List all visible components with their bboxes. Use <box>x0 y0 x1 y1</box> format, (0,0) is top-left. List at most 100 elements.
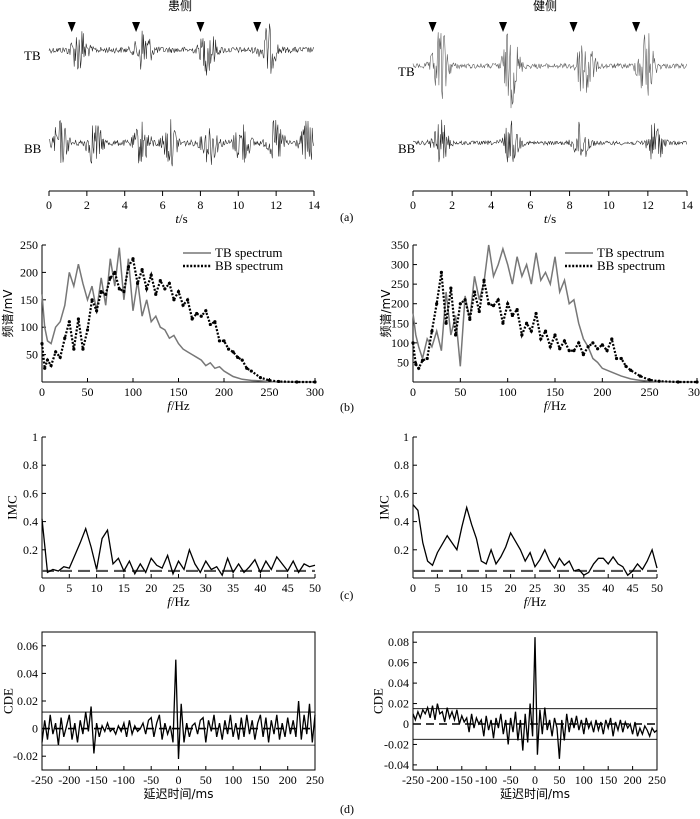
b-left-series-point-1 <box>95 309 99 313</box>
c-right-x-tick-label: 15 <box>480 581 492 595</box>
b-right-series-point-1 <box>463 298 467 302</box>
b-left-series-point-1 <box>72 347 76 351</box>
panel-label-d: (d) <box>340 802 354 816</box>
c-right-y-tick-label: 0.2 <box>394 543 409 557</box>
b-left-series-point-1 <box>245 366 249 370</box>
b-left-y-tick-label: 200 <box>20 265 38 279</box>
b-left-series-point-1 <box>140 268 144 272</box>
d-right-x-tick-label: 200 <box>624 773 642 787</box>
b-right-series-point-1 <box>496 298 500 302</box>
b-right-series-point-1 <box>695 380 699 384</box>
b-right-series-point-1 <box>619 356 623 361</box>
b-left-legend-label: BB spectrum <box>215 258 283 273</box>
c-right-y-tick-label: 0.6 <box>394 486 409 500</box>
d-right-y-tick-label: 0.04 <box>388 676 409 690</box>
b-right-series-point-1 <box>596 347 600 351</box>
b-left-series-point-1 <box>172 298 176 302</box>
b-left-legend-label: TB spectrum <box>215 245 283 260</box>
c-left-xlabel: f/Hz <box>167 594 190 609</box>
a-right-x-tick-label: 12 <box>642 198 654 212</box>
b-right-series-point-1 <box>558 347 562 351</box>
a-left-x-tick-label: 0 <box>46 198 52 212</box>
b-left-series-point-1 <box>158 279 162 283</box>
b-left-series-point-1 <box>99 289 103 294</box>
b-right-series-point-1 <box>420 358 425 363</box>
b-left-y-tick-label: 250 <box>20 238 38 252</box>
b-right-series-point-1 <box>648 378 652 382</box>
b-right-series-point-1 <box>638 374 642 378</box>
b-right-series-point-1 <box>657 379 661 383</box>
c-right-xlabel: f/Hz <box>524 594 547 609</box>
c-right-y-tick-label: 0.4 <box>394 515 409 529</box>
a-left-x-tick-label: 8 <box>197 198 203 212</box>
b-left-ylabel: 频谱/mV <box>1 289 15 338</box>
b-left-series-point-1 <box>190 317 194 321</box>
a-right-title: 健侧 <box>533 0 557 13</box>
b-right-series-point-1 <box>472 290 477 294</box>
c-right-x-tick-label: 45 <box>627 581 639 595</box>
d-left-series-line-0 <box>41 659 316 760</box>
c-right-y-tick-label: 1 <box>403 430 409 444</box>
b-left-xlabel: f/Hz <box>167 398 190 413</box>
b-left-series-point-1 <box>226 347 231 351</box>
b-left-series-point-1 <box>199 314 203 318</box>
c-right-group: 0 5 10 15 20 25 30 35 40 45 50 0.2 0.4 0.6 0.8 1 f/Hz IMC <box>377 430 663 609</box>
b-left-series-point-1 <box>176 289 181 294</box>
c-right-x-tick-label: 40 <box>602 581 614 595</box>
b-left-series-point-1 <box>277 379 281 384</box>
b-right-series-point-1 <box>591 341 595 345</box>
b-right-series-point-1 <box>610 337 614 341</box>
b-right-y-tick-label: 50 <box>397 355 409 369</box>
a-right-stimulus-marker <box>428 22 437 32</box>
d-left-x-tick-label: 50 <box>200 773 212 787</box>
d-right-x-tick-label: 50 <box>553 773 565 787</box>
b-left-series-point-1 <box>113 270 117 274</box>
b-right-series-line-0 <box>412 244 697 383</box>
c-left-x-tick-label: 0 <box>39 581 45 595</box>
b-left-series-point-1 <box>135 281 140 285</box>
b-left-series-point-1 <box>167 281 171 285</box>
b-left-series-point-1 <box>154 292 158 296</box>
a-left-stimulus-marker <box>253 22 262 32</box>
a-left-channel-label-TB: TB <box>24 48 41 63</box>
b-right-x-tick-label: 50 <box>454 385 466 399</box>
d-right-x-tick-label: -250 <box>402 773 424 787</box>
b-right-y-tick-label: 200 <box>391 297 409 311</box>
b-right-series-point-1 <box>501 321 505 325</box>
b-right-legend-label: TB spectrum <box>597 245 665 260</box>
b-right-series-point-1 <box>515 307 519 312</box>
a-right-x-tick-label: 8 <box>567 198 573 212</box>
b-right-y-tick-label: 100 <box>391 336 409 350</box>
b-right-series-point-1 <box>529 329 533 333</box>
b-left-series-point-1 <box>85 328 90 332</box>
c-left-x-tick-label: 30 <box>200 581 212 595</box>
c-right-x-tick-label: 10 <box>456 581 468 595</box>
d-right-x-tick-label: 250 <box>648 773 666 787</box>
b-left-x-tick-label: 100 <box>124 385 142 399</box>
b-right-series-point-1 <box>506 302 510 306</box>
d-left-x-tick-label: 200 <box>279 773 297 787</box>
b-left-x-tick-label: 50 <box>82 385 94 399</box>
d-right-x-tick-label: 100 <box>575 773 593 787</box>
b-left-series-point-1 <box>90 298 94 302</box>
b-left-series-point-1 <box>222 339 226 343</box>
b-right-y-tick-label: 350 <box>391 238 409 252</box>
c-right-x-tick-label: 0 <box>410 581 416 595</box>
b-right-series-point-1 <box>417 366 421 370</box>
b-right-y-tick-label: 150 <box>391 316 409 330</box>
b-right-series-point-1 <box>520 333 524 337</box>
b-right-series-point-1 <box>525 321 529 325</box>
b-left-series-point-1 <box>76 317 80 321</box>
d-left-y-tick-label: 0.04 <box>17 666 38 680</box>
c-left-ylabel: IMC <box>5 495 20 520</box>
b-right-series-point-1 <box>444 321 448 325</box>
b-right-series-point-1 <box>454 333 458 337</box>
b-right-series-point-1 <box>439 270 443 274</box>
c-left-y-tick-label: 1 <box>32 430 38 444</box>
c-left-x-tick-label: 50 <box>309 581 321 595</box>
b-right-series-point-1 <box>477 309 481 314</box>
b-left-x-tick-label: 150 <box>170 385 188 399</box>
b-left-series-point-1 <box>122 289 126 294</box>
d-left-x-tick-label: 0 <box>176 773 182 787</box>
b-right-x-tick-label: 0 <box>410 385 416 399</box>
